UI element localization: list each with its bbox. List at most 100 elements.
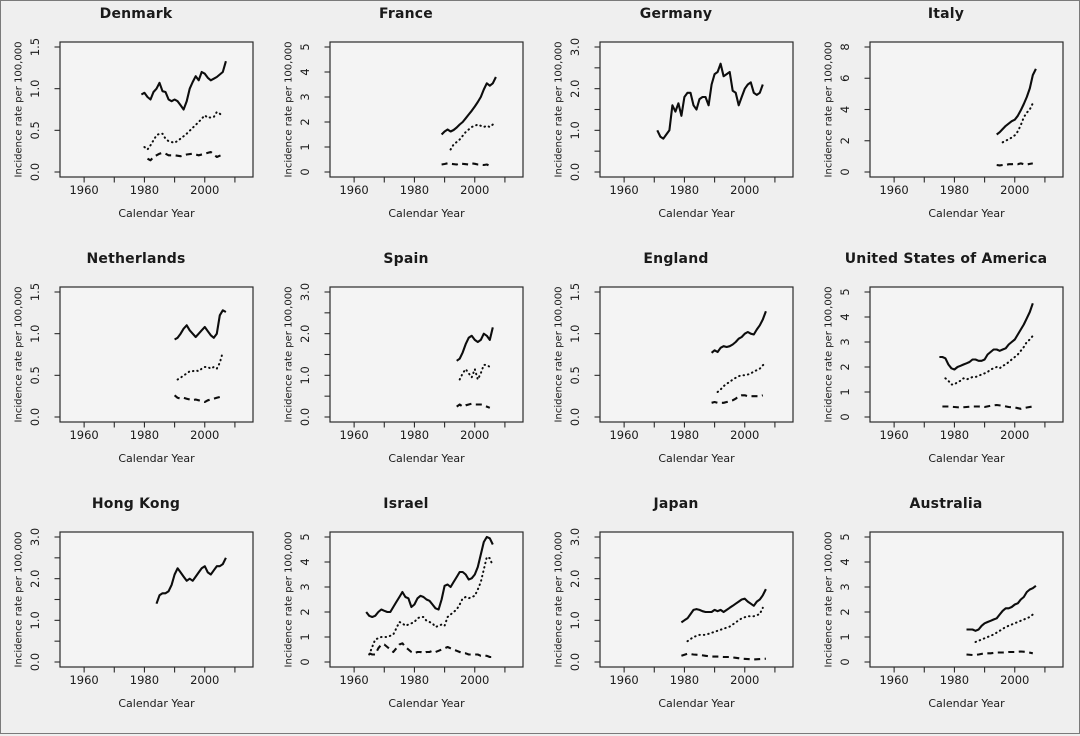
x-axis-label: Calendar Year bbox=[928, 697, 1005, 710]
y-tick-label: 5 bbox=[838, 288, 852, 295]
series-dashed-line bbox=[441, 162, 493, 167]
series-solid-line bbox=[680, 588, 767, 624]
x-tick-label: 2000 bbox=[460, 183, 489, 197]
y-tick-label: 1.0 bbox=[28, 611, 42, 629]
y-tick-label: 0 bbox=[298, 168, 312, 175]
plot-area: 1960 1980 2000 0.0 1.0 2.0 3.0 bbox=[568, 38, 794, 197]
x-tick-label: 1980 bbox=[400, 183, 429, 197]
plot-background bbox=[60, 287, 253, 422]
x-tick-label: 1960 bbox=[879, 428, 908, 442]
y-tick-label: 2.0 bbox=[568, 570, 582, 588]
y-tick-label: 3 bbox=[298, 583, 312, 590]
series-dotted-line bbox=[1001, 102, 1034, 144]
y-tick-label: 0.0 bbox=[568, 163, 582, 181]
y-tick-label: 0 bbox=[838, 413, 852, 420]
y-tick-label: 5 bbox=[298, 533, 312, 540]
x-tick-label: 1960 bbox=[339, 673, 368, 687]
series-solid-line bbox=[966, 584, 1037, 632]
series-solid-line bbox=[939, 302, 1034, 371]
x-tick-label: 1960 bbox=[879, 673, 908, 687]
y-tick-label: 2.0 bbox=[28, 570, 42, 588]
chart-cell-france: France Incidence rate per 100,000 1960 19… bbox=[271, 1, 541, 246]
series-dotted-line bbox=[944, 334, 1034, 386]
y-tick-label: 3.0 bbox=[568, 38, 582, 56]
y-tick-label: 3.0 bbox=[568, 528, 582, 546]
plot-background bbox=[330, 287, 523, 422]
y-tick-label: 4 bbox=[298, 68, 312, 75]
plot-background bbox=[870, 287, 1063, 422]
x-tick-label: 1980 bbox=[670, 183, 699, 197]
chart-title: Germany bbox=[639, 6, 713, 22]
plot-background bbox=[60, 42, 253, 177]
chart-cell-italy: Italy Incidence rate per 100,000 1960 198… bbox=[811, 1, 1080, 246]
x-tick-label: 1980 bbox=[940, 183, 969, 197]
x-tick-label: 1980 bbox=[670, 673, 699, 687]
y-tick-label: 0.5 bbox=[28, 121, 42, 139]
y-tick-label: 0.0 bbox=[28, 653, 42, 671]
x-axis-label: Calendar Year bbox=[118, 207, 195, 220]
x-axis-label: Calendar Year bbox=[658, 207, 735, 220]
x-tick-label: 2000 bbox=[1000, 428, 1029, 442]
y-tick-label: 1.0 bbox=[568, 611, 582, 629]
plot-border bbox=[329, 41, 524, 178]
chart-title: England bbox=[643, 251, 709, 267]
series-dashed-line bbox=[681, 652, 766, 661]
plot-background bbox=[60, 532, 253, 667]
x-axis-label: Calendar Year bbox=[118, 697, 195, 710]
series-dashed-line bbox=[173, 394, 224, 404]
plot-area: 1960 1980 2000 0.0 0.5 1.0 1.5 bbox=[28, 283, 254, 442]
plot-area: 1960 1980 2000 0 1 2 3 4 5 bbox=[298, 41, 524, 197]
plot-background bbox=[600, 532, 793, 667]
y-tick-label: 0 bbox=[298, 658, 312, 665]
series-dashed-line bbox=[147, 150, 224, 162]
series-solid-line bbox=[365, 535, 494, 619]
y-tick-label: 2 bbox=[298, 608, 312, 615]
chart-cell-australia: Australia Incidence rate per 100,000 196… bbox=[811, 491, 1080, 736]
x-tick-label: 1960 bbox=[879, 183, 908, 197]
x-axis-label: Calendar Year bbox=[928, 207, 1005, 220]
x-axis-label: Calendar Year bbox=[388, 207, 465, 220]
chart-title: United States of America bbox=[844, 251, 1048, 267]
plot-area: 1960 1980 2000 0.0 0.5 1.0 1.5 bbox=[568, 283, 794, 442]
plot-background bbox=[870, 532, 1063, 667]
y-tick-label: 2 bbox=[838, 137, 852, 144]
plot-area: 1960 1980 2000 0 1 2 3 4 5 bbox=[838, 531, 1064, 687]
chart-title: Israel bbox=[383, 496, 429, 512]
x-axis-label: Calendar Year bbox=[388, 452, 465, 465]
y-tick-label: 0.0 bbox=[298, 408, 312, 426]
x-tick-label: 1980 bbox=[670, 428, 699, 442]
chart-title: Hong Kong bbox=[91, 496, 181, 512]
plot-area: 1960 1980 2000 0.0 1.0 2.0 3.0 bbox=[568, 528, 794, 687]
chart-title: Italy bbox=[927, 6, 965, 22]
plot-area: 1960 1980 2000 0.0 1.0 2.0 3.0 bbox=[28, 528, 254, 687]
chart-cell-england: England Incidence rate per 100,000 1960 1… bbox=[541, 246, 811, 491]
x-tick-label: 2000 bbox=[460, 673, 489, 687]
y-tick-label: 1.0 bbox=[28, 80, 42, 98]
series-solid-line bbox=[140, 60, 227, 111]
x-tick-label: 1960 bbox=[69, 183, 98, 197]
x-tick-label: 2000 bbox=[730, 428, 759, 442]
y-tick-label: 1.0 bbox=[28, 325, 42, 343]
y-tick-label: 4 bbox=[838, 106, 852, 113]
plot-area: 1960 1980 2000 0.0 1.0 2.0 3.0 bbox=[298, 283, 524, 442]
series-dotted-line bbox=[458, 363, 491, 381]
y-tick-label: 0.0 bbox=[568, 408, 582, 426]
y-tick-label: 0.0 bbox=[568, 653, 582, 671]
y-tick-label: 2 bbox=[298, 118, 312, 125]
plot-border bbox=[59, 41, 254, 178]
x-tick-label: 1980 bbox=[130, 428, 159, 442]
y-tick-label: 2.0 bbox=[298, 325, 312, 343]
chart-cell-hong-kong: Hong Kong Incidence rate per 100,000 196… bbox=[1, 491, 271, 736]
y-tick-label: 1.0 bbox=[298, 366, 312, 384]
series-dotted-line bbox=[449, 123, 494, 151]
series-solid-line bbox=[155, 557, 227, 605]
x-tick-label: 2000 bbox=[190, 183, 219, 197]
y-tick-label: 0.0 bbox=[28, 408, 42, 426]
y-tick-label: 5 bbox=[838, 533, 852, 540]
chart-title: France bbox=[379, 6, 433, 22]
y-tick-label: 6 bbox=[838, 75, 852, 82]
y-tick-label: 3 bbox=[838, 583, 852, 590]
chart-title: Denmark bbox=[99, 6, 173, 22]
y-tick-label: 8 bbox=[838, 43, 852, 50]
x-axis-label: Calendar Year bbox=[928, 452, 1005, 465]
